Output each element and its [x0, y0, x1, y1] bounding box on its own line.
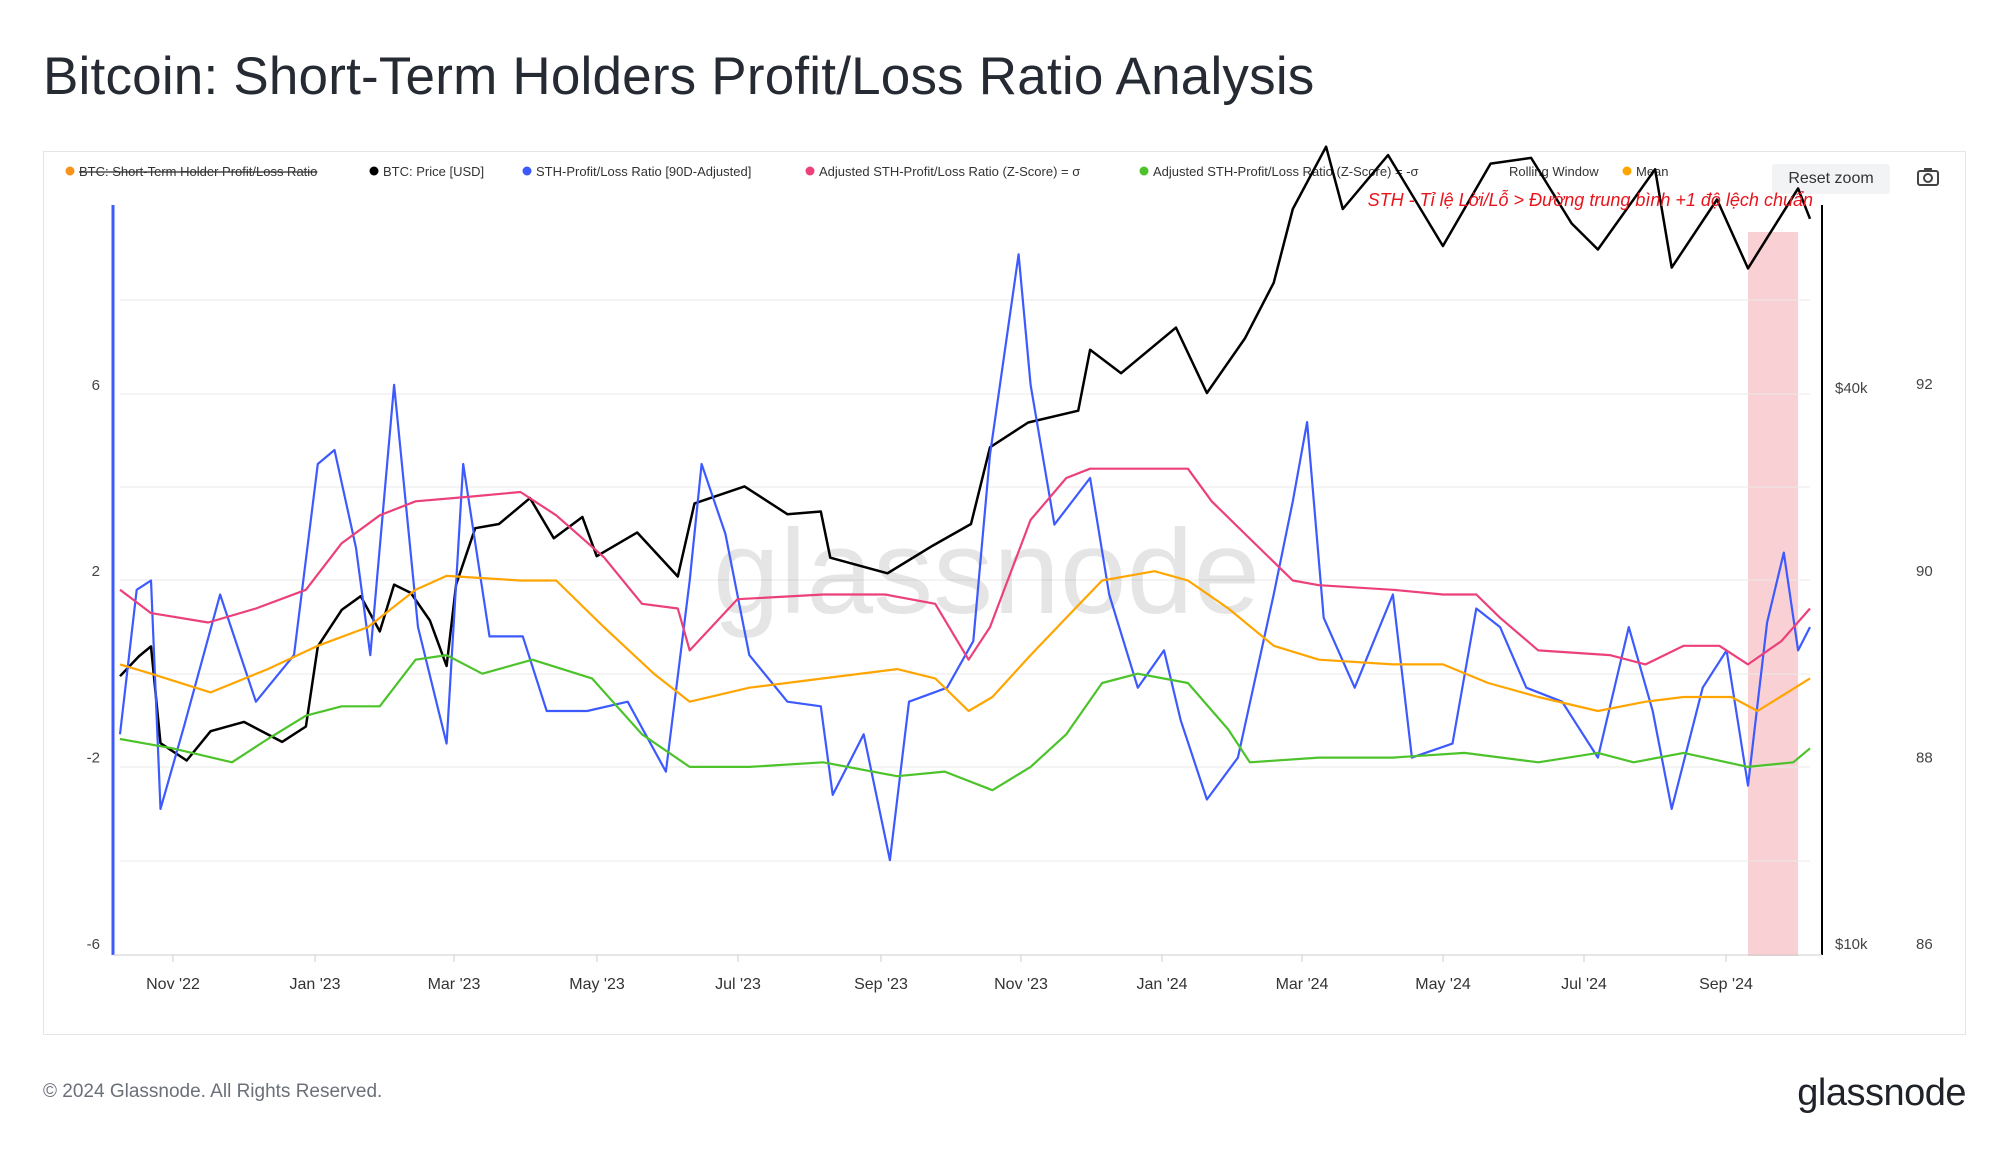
legend-label: STH-Profit/Loss Ratio [90D-Adjusted] [536, 164, 751, 179]
legend-item-sth_pl[interactable]: BTC: Short-Term Holder Profit/Loss Ratio [65, 164, 318, 179]
series-line-adjusted-sth-profit-loss-ratio-z-score [119, 653, 1811, 792]
legend-item-mean[interactable]: Mean [1622, 164, 1669, 179]
x-tick: Nov '23 [994, 976, 1048, 993]
y-left-tick: 2 [92, 563, 100, 580]
legend-item-adjusted[interactable]: STH-Profit/Loss Ratio [90D-Adjusted] [522, 164, 752, 179]
x-tick: May '24 [1415, 976, 1471, 993]
x-tick: Sep '24 [1699, 976, 1753, 993]
footer-copyright: © 2024 Glassnode. All Rights Reserved. [43, 1081, 383, 1102]
annotation-label: STH - Tỉ lệ Lời/Lỗ > Đường trung bình +1… [1368, 190, 1813, 210]
price-axis-tick: $40k [1835, 380, 1868, 397]
right-axis-tick: 90 [1916, 563, 1933, 580]
legend-label: Adjusted STH-Profit/Loss Ratio (Z-Score)… [819, 164, 1080, 179]
x-tick: Jan '24 [1136, 976, 1187, 993]
right-axis-tick: 88 [1916, 749, 1933, 766]
legend-item-price[interactable]: BTC: Price [USD] [369, 164, 485, 179]
x-tick: Jul '24 [1561, 976, 1607, 993]
y-left-tick: -6 [87, 936, 100, 953]
page-title: Bitcoin: Short-Term Holders Profit/Loss … [43, 47, 1315, 106]
legend-item-minus_sd[interactable]: Adjusted STH-Profit/Loss Ratio (Z-Score)… [1139, 164, 1419, 179]
camera-icon[interactable] [1916, 166, 1940, 188]
legend: BTC: Short-Term Holder Profit/Loss Ratio… [65, 164, 1669, 179]
reset-zoom-button[interactable]: Reset zoom [1772, 164, 1890, 194]
watermark: glassnode [713, 505, 1260, 639]
x-tick: May '23 [569, 976, 625, 993]
right-axis-tick: 86 [1916, 936, 1933, 953]
legend-item-plus_sd[interactable]: Adjusted STH-Profit/Loss Ratio (Z-Score)… [805, 164, 1081, 179]
y-left-tick: -2 [87, 750, 100, 767]
footer-logo: glassnode [1797, 1072, 1966, 1114]
series-line-sth-profit-loss-ratio-90d-adjusted [118, 253, 1811, 862]
series-line-mean [119, 570, 1811, 713]
right-axis-tick: 92 [1916, 376, 1933, 393]
x-tick: Mar '23 [428, 976, 481, 993]
x-tick: Jul '23 [715, 976, 761, 993]
x-tick: Jan '23 [289, 976, 340, 993]
price-axis-tick: $10k [1835, 936, 1868, 953]
x-tick: Nov '22 [146, 976, 200, 993]
chart-frame [43, 151, 1966, 1035]
x-tick: Mar '24 [1276, 976, 1329, 993]
y-left-tick: 6 [92, 377, 100, 394]
legend-label: Adjusted STH-Profit/Loss Ratio (Z-Score)… [1153, 164, 1419, 179]
legend-label: BTC: Short-Term Holder Profit/Loss Ratio [79, 164, 317, 179]
series-line-btc-price-usd [119, 145, 1812, 762]
legend-label: BTC: Price [USD] [383, 164, 484, 179]
series-line-adjusted-sth-profit-loss-ratio-z-score [119, 467, 1811, 666]
legend-label: Rolling Window [1509, 164, 1599, 179]
x-tick: Sep '23 [854, 976, 908, 993]
legend-item-rolling[interactable]: Rolling Window [1509, 164, 1599, 179]
